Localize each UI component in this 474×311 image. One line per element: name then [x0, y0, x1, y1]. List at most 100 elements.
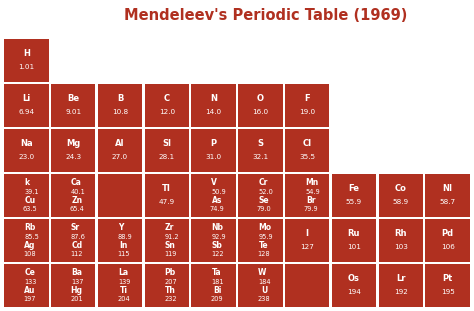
Bar — [51, 174, 95, 217]
Text: 27.0: 27.0 — [112, 154, 128, 160]
Text: O: O — [257, 94, 264, 103]
Text: 55.9: 55.9 — [346, 199, 362, 205]
Bar — [238, 129, 283, 172]
Text: Mg: Mg — [66, 139, 80, 148]
Bar — [379, 174, 423, 217]
Text: Cd: Cd — [71, 241, 82, 250]
Bar — [98, 264, 142, 307]
Text: Li: Li — [22, 94, 30, 103]
Text: 137: 137 — [71, 279, 83, 285]
Text: B: B — [117, 94, 123, 103]
Bar — [238, 174, 283, 217]
Bar — [238, 219, 283, 262]
Text: 101: 101 — [347, 244, 361, 250]
Text: Lr: Lr — [396, 274, 406, 283]
Bar — [426, 174, 470, 217]
Bar — [332, 174, 376, 217]
Text: 184: 184 — [258, 279, 271, 285]
Text: 201: 201 — [71, 296, 83, 302]
Text: 24.3: 24.3 — [65, 154, 81, 160]
Text: 12.0: 12.0 — [159, 109, 175, 115]
Text: Pb: Pb — [164, 268, 176, 277]
Text: 63.5: 63.5 — [23, 206, 37, 212]
Text: 139: 139 — [118, 279, 130, 285]
Text: k: k — [24, 178, 29, 187]
Text: 112: 112 — [71, 251, 83, 257]
Bar — [191, 174, 236, 217]
Text: Au: Au — [24, 286, 36, 295]
Bar — [4, 174, 48, 217]
Text: Os: Os — [348, 274, 360, 283]
Text: U: U — [261, 286, 267, 295]
Bar — [98, 129, 142, 172]
Text: 31.0: 31.0 — [206, 154, 222, 160]
Text: 88.9: 88.9 — [118, 234, 133, 240]
Text: 23.0: 23.0 — [18, 154, 35, 160]
Text: F: F — [304, 94, 310, 103]
Text: 127: 127 — [300, 244, 314, 250]
Text: 115: 115 — [117, 251, 130, 257]
Bar — [145, 264, 189, 307]
Bar — [238, 264, 283, 307]
Text: I: I — [306, 229, 309, 238]
Bar — [51, 219, 95, 262]
Bar — [145, 129, 189, 172]
Bar — [4, 129, 48, 172]
Text: Ca: Ca — [71, 178, 82, 187]
Text: C: C — [164, 94, 170, 103]
Text: Cu: Cu — [24, 196, 36, 205]
Text: 6.94: 6.94 — [18, 109, 35, 115]
Text: Co: Co — [395, 184, 407, 193]
Text: Sn: Sn — [165, 241, 176, 250]
Text: P: P — [210, 139, 217, 148]
Bar — [426, 219, 470, 262]
Bar — [145, 219, 189, 262]
Text: In: In — [119, 241, 128, 250]
Text: 103: 103 — [394, 244, 408, 250]
Text: 16.0: 16.0 — [252, 109, 268, 115]
Text: 39.1: 39.1 — [24, 189, 39, 195]
Bar — [4, 84, 48, 127]
Text: 74.9: 74.9 — [210, 206, 225, 212]
Text: Cr: Cr — [258, 178, 267, 187]
Bar — [191, 129, 236, 172]
Text: H: H — [23, 49, 30, 58]
Text: Y: Y — [118, 223, 123, 232]
Text: 194: 194 — [347, 289, 361, 295]
Text: 10.8: 10.8 — [112, 109, 128, 115]
Bar — [332, 219, 376, 262]
Text: 32.1: 32.1 — [252, 154, 268, 160]
Bar — [285, 129, 329, 172]
Text: Tl: Tl — [163, 184, 171, 193]
Text: Bi: Bi — [213, 286, 221, 295]
Text: Se: Se — [259, 196, 269, 205]
Text: V: V — [211, 178, 217, 187]
Text: Na: Na — [20, 139, 33, 148]
Text: 195: 195 — [441, 289, 455, 295]
Text: 119: 119 — [164, 251, 176, 257]
Text: 128: 128 — [258, 251, 270, 257]
Text: 79.0: 79.0 — [256, 206, 271, 212]
Bar — [145, 84, 189, 127]
Text: Th: Th — [165, 286, 176, 295]
Text: Sr: Sr — [71, 223, 80, 232]
Text: 28.1: 28.1 — [159, 154, 175, 160]
Bar — [285, 84, 329, 127]
Text: 47.9: 47.9 — [159, 199, 175, 205]
Text: 87.6: 87.6 — [71, 234, 86, 240]
Bar — [285, 174, 329, 217]
Text: Ag: Ag — [24, 241, 36, 250]
Text: W: W — [258, 268, 266, 277]
Text: 85.5: 85.5 — [24, 234, 39, 240]
Text: 122: 122 — [211, 251, 223, 257]
Bar — [238, 84, 283, 127]
Text: Rb: Rb — [24, 223, 36, 232]
Bar — [285, 264, 329, 307]
Bar — [98, 219, 142, 262]
Bar — [51, 129, 95, 172]
Text: Mn: Mn — [305, 178, 318, 187]
Text: Pd: Pd — [442, 229, 454, 238]
Text: Nl: Nl — [443, 184, 453, 193]
Text: 58.7: 58.7 — [439, 199, 456, 205]
Bar — [51, 264, 95, 307]
